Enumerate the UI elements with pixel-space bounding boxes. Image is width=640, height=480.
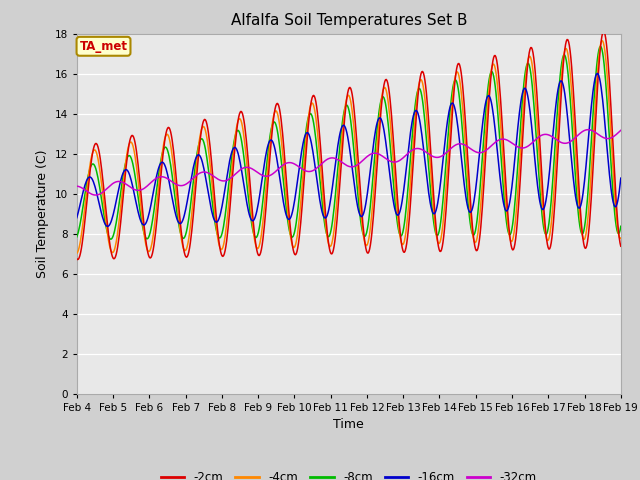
Text: TA_met: TA_met [79,40,127,53]
X-axis label: Time: Time [333,418,364,431]
Y-axis label: Soil Temperature (C): Soil Temperature (C) [36,149,49,278]
Title: Alfalfa Soil Temperatures Set B: Alfalfa Soil Temperatures Set B [230,13,467,28]
Legend: -2cm, -4cm, -8cm, -16cm, -32cm: -2cm, -4cm, -8cm, -16cm, -32cm [156,466,541,480]
